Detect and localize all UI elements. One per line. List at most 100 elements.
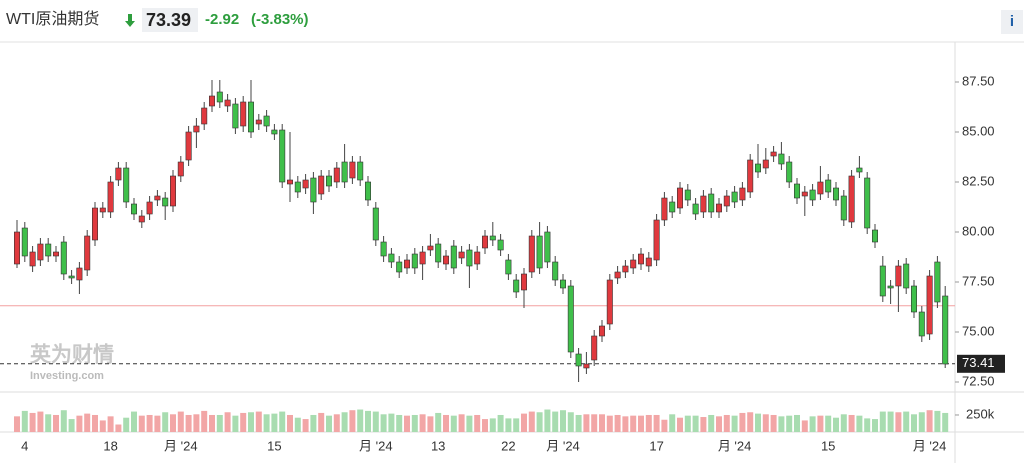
volume-bar: [318, 412, 325, 432]
volume-bar: [895, 412, 902, 432]
y-tick-label: 87.50: [962, 73, 995, 88]
volume-bar: [708, 414, 715, 432]
candle-body: [622, 265, 629, 273]
candle-body: [606, 279, 613, 325]
candle-body: [910, 285, 917, 313]
candle-body: [856, 167, 863, 173]
volume-bar: [193, 414, 200, 432]
candle-body: [294, 181, 301, 193]
down-arrow: [125, 14, 135, 27]
volume-bar: [653, 414, 660, 432]
volume-bar: [37, 411, 44, 432]
candle-body: [598, 325, 605, 337]
volume-bar: [372, 411, 379, 432]
volume-bar: [677, 417, 683, 432]
watermark-brand: 英为财情: [30, 343, 114, 367]
volume-bar: [92, 414, 98, 432]
candle-body: [341, 161, 348, 183]
volume-bar: [942, 412, 949, 432]
candle-body: [762, 159, 769, 169]
candle-body: [676, 187, 683, 209]
candle-body: [552, 261, 559, 281]
candle-body: [45, 243, 52, 257]
volume-bar: [521, 413, 527, 432]
volume-bar: [817, 415, 824, 432]
candle-body: [349, 161, 356, 179]
candle-body: [177, 161, 184, 177]
candle-body: [209, 95, 216, 107]
volume-bar: [552, 411, 559, 432]
candle-body: [474, 251, 481, 265]
volume-bar: [404, 415, 410, 432]
x-tick-label: 22: [501, 438, 515, 453]
candle-body: [669, 201, 676, 213]
volume-bar: [528, 411, 535, 432]
candle-body: [146, 201, 153, 215]
candle-body: [216, 91, 223, 103]
volume-bar: [606, 415, 613, 432]
candle-body: [684, 189, 691, 201]
volume-bar: [248, 412, 254, 432]
volume-bar: [645, 414, 652, 432]
volume-bar: [801, 420, 808, 432]
candle-body: [224, 99, 231, 107]
candle-body: [411, 253, 418, 269]
candle-body: [131, 203, 138, 215]
volume-bar: [411, 414, 418, 432]
candle-body: [801, 191, 808, 197]
volume-bar: [887, 411, 894, 432]
volume-bar: [692, 415, 699, 432]
y-tick-label: 72.50: [962, 373, 995, 388]
volume-bar: [131, 411, 137, 432]
volume-bar: [185, 414, 192, 432]
candle-body: [661, 197, 668, 221]
candle-body: [918, 311, 925, 337]
candle-body: [466, 249, 473, 267]
info-icon[interactable]: i: [1010, 13, 1014, 30]
candle-body: [427, 245, 434, 251]
y-tick-label: 82.50: [962, 173, 995, 188]
y-tick-label: 85.00: [962, 123, 995, 138]
volume-bar: [513, 418, 520, 432]
volume-bar: [536, 412, 543, 432]
volume-bar: [107, 416, 114, 432]
candle-body: [879, 265, 886, 297]
candle-body: [871, 229, 878, 243]
volume-bar: [591, 414, 598, 432]
volume-bar: [240, 412, 247, 432]
volume-bar: [879, 411, 886, 432]
candle-body: [747, 159, 754, 193]
volume-bar: [489, 418, 496, 432]
volume-bar: [630, 415, 637, 432]
volume-bar: [918, 412, 925, 432]
candle-body: [934, 261, 941, 303]
candle-body: [458, 251, 465, 259]
volume-bar: [474, 414, 481, 432]
title: WTI原油期货: [6, 10, 99, 28]
volume-bar: [29, 412, 36, 432]
volume-bar: [739, 412, 746, 432]
candle-body: [325, 175, 332, 187]
volume-bar: [357, 409, 364, 432]
volume-bar: [162, 412, 169, 432]
info-button[interactable]: [1001, 10, 1023, 34]
candle-body: [793, 183, 800, 199]
x-tick-label: 18: [103, 438, 117, 453]
volume-bar: [209, 414, 215, 432]
candle-body: [942, 295, 949, 365]
candle-body: [731, 191, 738, 203]
candle-body: [887, 285, 894, 289]
candle-body: [567, 285, 574, 353]
candle-body: [37, 243, 44, 261]
volume-bar: [482, 419, 488, 432]
volume-bar: [684, 415, 691, 432]
volume-bar: [310, 414, 317, 432]
volume-bar: [809, 416, 816, 432]
volume-bar: [170, 414, 176, 432]
candle-body: [513, 279, 520, 293]
candle-body: [832, 187, 839, 201]
candle-body: [786, 161, 793, 183]
volume-bar: [458, 414, 465, 432]
candle-body: [318, 175, 325, 195]
